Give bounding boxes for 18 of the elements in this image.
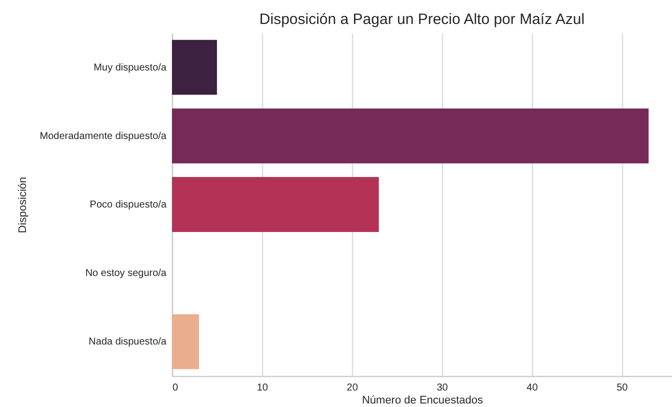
y-tick-label: Moderadamente dispuesto/a — [40, 130, 167, 142]
x-tick-label: 40 — [526, 382, 538, 394]
x-tick-label: 30 — [436, 382, 448, 394]
x-tick-label: 50 — [616, 382, 628, 394]
x-axis-title: Número de Encuestados — [362, 394, 484, 406]
bar — [172, 177, 379, 232]
x-tick-label: 10 — [256, 382, 268, 394]
bar — [172, 108, 649, 164]
y-tick-label: Poco dispuesto/a — [90, 200, 167, 210]
bar — [172, 314, 199, 370]
x-tick-label: 0 — [172, 382, 178, 394]
y-tick-label: Nada dispuesto/a — [88, 336, 167, 348]
x-tick-label: 20 — [346, 382, 358, 394]
chart-title: Disposición a Pagar un Precio Alto por Maíz Azul — [259, 11, 585, 28]
y-tick-label: Muy dispuesto/a — [94, 62, 167, 74]
bar — [172, 40, 217, 95]
y-tick-label: No estoy seguro/a — [85, 268, 167, 280]
y-axis-title: Disposición — [16, 176, 29, 234]
